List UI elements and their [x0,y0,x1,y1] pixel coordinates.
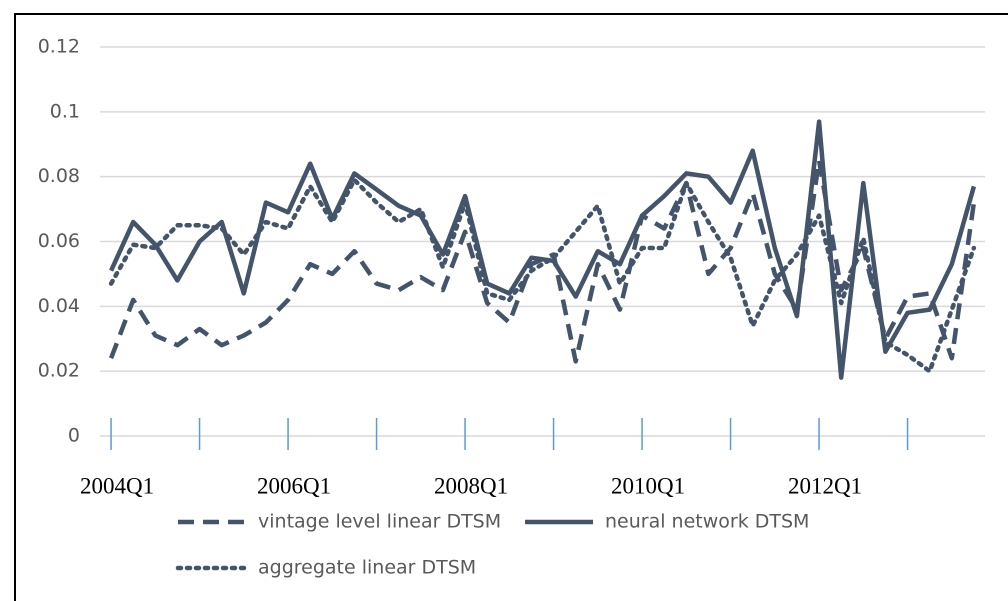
y-tick-label: 0.1 [50,100,80,122]
x-tick-label: 2008Q1 [434,473,508,498]
y-tick-label: 0.12 [38,36,80,58]
legend-label: neural network DTSM [605,511,809,533]
series-line [108,177,977,374]
legend-label: aggregate linear DTSM [258,557,476,579]
x-tick-label: 2004Q1 [80,473,154,498]
series-line [109,119,977,380]
y-tick-label: 0.02 [38,360,80,382]
y-tick-label: 0.04 [38,295,80,317]
y-tick-label: 0.08 [38,165,80,187]
legend-label: vintage level linear DTSM [258,511,501,533]
x-tick-label: 2006Q1 [257,473,331,498]
x-tick-label: 2012Q1 [788,473,862,498]
x-tick-label: 2010Q1 [611,473,685,498]
y-tick-label: 0 [68,425,80,447]
chart-frame [14,13,1008,601]
y-tick-label: 0.06 [38,230,80,252]
